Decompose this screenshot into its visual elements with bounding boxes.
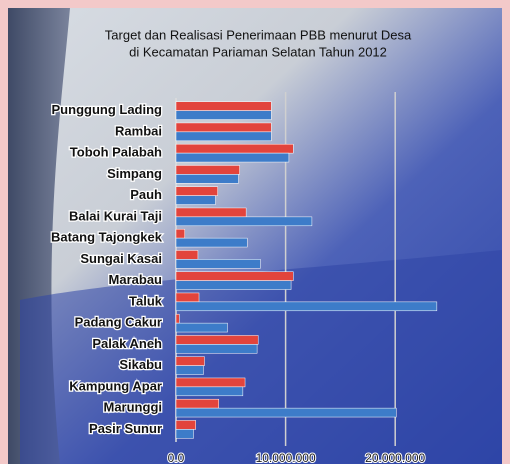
bar <box>176 420 196 429</box>
bar <box>176 132 271 141</box>
bar <box>176 314 179 323</box>
y-tick-label: Pasir Sunur <box>89 421 162 436</box>
bar <box>176 272 293 281</box>
y-tick-label: Batang Tajongkek <box>51 230 163 245</box>
bar <box>176 196 215 205</box>
y-tick-label: Sungai Kasai <box>80 251 162 266</box>
bar <box>176 429 194 438</box>
y-tick-label: Sikabu <box>119 357 162 372</box>
bar <box>176 174 238 183</box>
bar <box>176 217 312 226</box>
bar <box>176 187 218 196</box>
bar <box>176 323 228 332</box>
bar <box>176 281 291 290</box>
y-tick-label: Balai Kurai Taji <box>69 208 162 223</box>
bar <box>176 259 260 268</box>
bar <box>176 123 271 132</box>
chart: Target dan Realisasi Penerimaan PBB menu… <box>0 0 510 464</box>
bar <box>176 357 204 366</box>
y-tick-label: Marunggi <box>104 400 163 415</box>
bar <box>176 165 240 174</box>
bar <box>176 208 246 217</box>
bar <box>176 111 271 120</box>
y-tick-label: Pauh <box>130 187 162 202</box>
bar <box>176 250 198 259</box>
y-tick-label: Padang Cakur <box>75 315 162 330</box>
chart-title: Target dan Realisasi Penerimaan PBB menu… <box>105 27 412 42</box>
bar <box>176 408 396 417</box>
bar <box>176 153 289 162</box>
bar <box>176 387 243 396</box>
y-tick-label: Toboh Palabah <box>70 145 162 160</box>
bar <box>176 293 199 302</box>
bar <box>176 144 293 153</box>
bar <box>176 335 258 344</box>
bar <box>176 344 257 353</box>
bar <box>176 238 247 247</box>
chart-subtitle: di Kecamatan Pariaman Selatan Tahun 2012 <box>129 44 387 59</box>
y-tick-label: Marabau <box>109 272 163 287</box>
bar <box>176 302 437 311</box>
bar <box>176 229 185 238</box>
y-tick-label: Punggung Lading <box>52 102 163 117</box>
bar <box>176 378 245 387</box>
x-tick-label: 0.0 <box>168 451 185 464</box>
y-tick-label: Palak Aneh <box>92 336 162 351</box>
x-tick-label: 10.000.000 <box>256 451 316 464</box>
bar <box>176 366 203 375</box>
bar <box>176 102 271 111</box>
bar <box>176 399 219 408</box>
y-tick-label: Rambai <box>115 123 162 138</box>
y-tick-label: Taluk <box>129 293 163 308</box>
x-tick-label: 20.000.000 <box>365 451 425 464</box>
page: Target dan Realisasi Penerimaan PBB menu… <box>0 0 510 464</box>
y-tick-label: Simpang <box>107 166 162 181</box>
y-tick-label: Kampung Apar <box>69 378 162 393</box>
